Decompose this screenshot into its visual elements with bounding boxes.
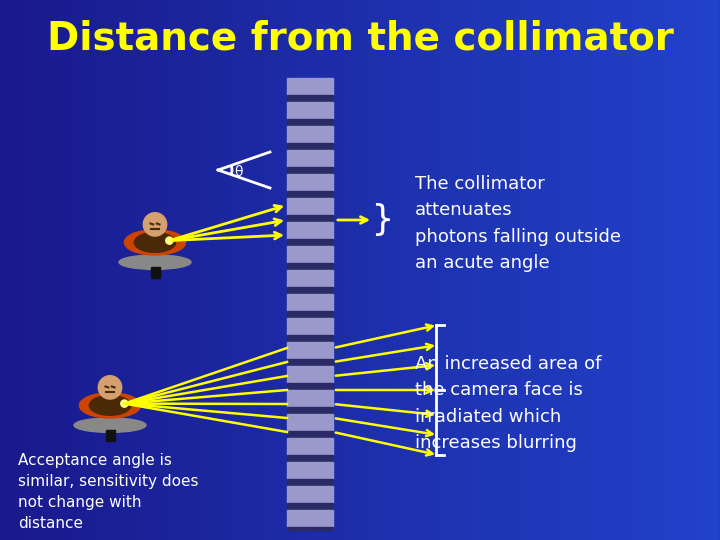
Circle shape <box>99 376 122 399</box>
Bar <box>287 366 333 383</box>
Bar <box>287 479 333 486</box>
Bar <box>287 150 333 167</box>
Bar <box>287 102 333 119</box>
Ellipse shape <box>79 393 140 418</box>
Bar <box>287 383 333 390</box>
Bar <box>150 267 160 278</box>
Bar <box>287 143 333 150</box>
Bar <box>287 294 333 311</box>
Bar <box>287 486 333 503</box>
Bar <box>287 191 333 198</box>
Bar <box>287 455 333 462</box>
Bar <box>287 198 333 215</box>
Bar <box>287 438 333 455</box>
Bar <box>287 527 333 530</box>
Bar <box>287 239 333 246</box>
Ellipse shape <box>89 395 131 415</box>
Bar <box>106 430 114 441</box>
Bar <box>287 342 333 359</box>
Bar <box>287 215 333 222</box>
Bar <box>287 126 333 143</box>
Bar <box>287 119 333 126</box>
Bar <box>287 78 333 95</box>
Bar <box>287 462 333 479</box>
Bar <box>287 246 333 263</box>
Bar <box>287 270 333 287</box>
Bar <box>287 167 333 174</box>
Ellipse shape <box>135 233 176 252</box>
Text: The collimator
attenuates
photons falling outside
an acute angle: The collimator attenuates photons fallin… <box>415 175 621 272</box>
Text: Distance from the collimator: Distance from the collimator <box>47 19 673 57</box>
Circle shape <box>166 237 173 244</box>
Bar <box>287 431 333 438</box>
Circle shape <box>121 400 128 407</box>
Bar <box>287 95 333 102</box>
Bar <box>287 174 333 191</box>
Ellipse shape <box>125 230 186 255</box>
Bar <box>287 311 333 318</box>
Ellipse shape <box>74 418 146 433</box>
Bar <box>287 359 333 366</box>
Circle shape <box>143 213 167 236</box>
Bar <box>287 510 333 527</box>
Bar <box>287 222 333 239</box>
Bar <box>287 414 333 431</box>
Text: Acceptance angle is
similar, sensitivity does
not change with
distance: Acceptance angle is similar, sensitivity… <box>18 453 199 531</box>
Bar <box>287 263 333 270</box>
Bar <box>287 318 333 335</box>
Bar <box>287 407 333 414</box>
Ellipse shape <box>119 255 191 269</box>
Bar <box>287 335 333 342</box>
Text: An increased area of
the camera face is
irradiated which
increases blurring: An increased area of the camera face is … <box>415 355 601 452</box>
Text: θ: θ <box>234 165 243 179</box>
Bar <box>287 503 333 510</box>
Text: }: } <box>371 203 392 237</box>
Bar <box>287 390 333 407</box>
Bar <box>287 287 333 294</box>
